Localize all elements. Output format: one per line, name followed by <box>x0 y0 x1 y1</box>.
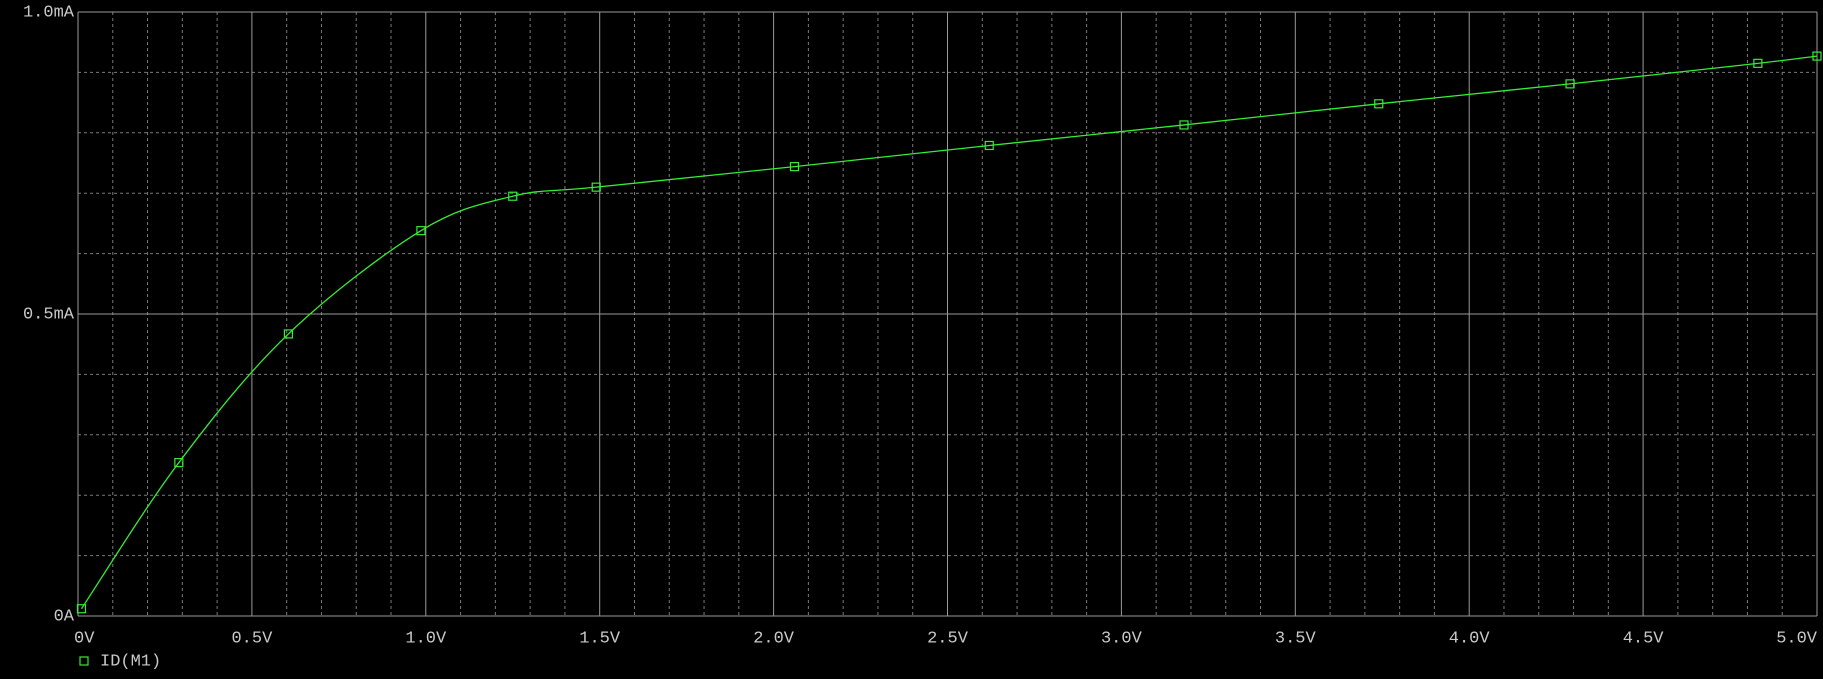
y-tick-label: 1.0mA <box>23 3 75 22</box>
x-tick-label: 3.5V <box>1275 629 1317 648</box>
x-tick-label: 5.0V <box>1776 629 1818 648</box>
x-tick-label: 0.5V <box>231 629 273 648</box>
x-tick-label: 4.0V <box>1449 629 1491 648</box>
x-tick-label: 2.0V <box>753 629 795 648</box>
point-marker <box>789 162 800 172</box>
point-marker <box>416 226 426 236</box>
trace <box>80 55 1818 610</box>
x-tick-label: 1.0V <box>405 629 447 648</box>
point-marker <box>1753 58 1763 68</box>
y-tick-label: 0.5mA <box>23 305 75 324</box>
x-tick-label: 3.0V <box>1101 629 1143 648</box>
legend-label: ID(M1) <box>100 652 161 671</box>
point-marker <box>1374 99 1384 109</box>
x-tick-label: 1.5V <box>579 629 621 648</box>
legend-marker <box>79 656 89 666</box>
x-tick-label: 0V <box>74 629 95 648</box>
point-marker <box>508 191 518 201</box>
x-tick-label: 4.5V <box>1623 629 1665 648</box>
point-marker <box>76 604 87 614</box>
point-marker <box>1565 79 1575 89</box>
point-marker <box>1179 120 1189 130</box>
point-marker <box>174 457 184 468</box>
point-marker <box>283 329 294 339</box>
point-marker <box>591 182 601 192</box>
y-tick-label: 0A <box>54 607 75 626</box>
point-marker <box>1812 51 1822 61</box>
x-tick-label: 2.5V <box>927 629 969 648</box>
point-marker <box>984 140 994 151</box>
